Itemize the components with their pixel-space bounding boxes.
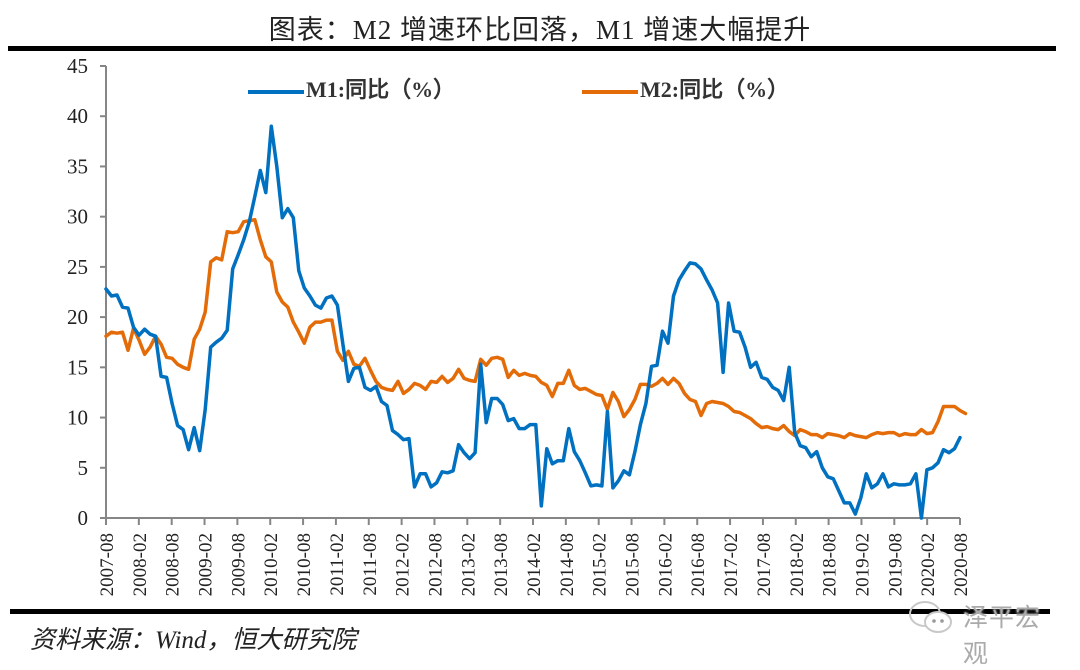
y-tick-label: 35 [67, 154, 88, 178]
legend-label-m2: M2:同比（%） [640, 77, 790, 102]
x-tick-label: 2018-08 [820, 533, 841, 596]
x-tick-label: 2017-08 [754, 533, 775, 596]
legend-item-m2: M2:同比（%） [582, 72, 789, 104]
x-tick-label: 2020-02 [918, 533, 939, 596]
top-rule [8, 46, 1056, 51]
wechat-icon [909, 601, 952, 633]
x-tick-label: 2012-02 [393, 533, 414, 596]
legend-swatch-m2 [582, 89, 638, 94]
y-tick-label: 10 [67, 406, 88, 430]
y-tick-labels: 0 5 10 15 20 25 30 35 40 45 [67, 54, 88, 530]
chart-title: 图表：M2 增速环比回落，M1 增速大幅提升 [268, 15, 812, 45]
legend-swatch-m1 [248, 89, 304, 94]
x-tick-labels: 2007-08 2008-02 2008-08 2009-02 2009-08 2010-… [97, 533, 972, 596]
x-tick-label: 2013-08 [491, 533, 512, 596]
y-tick-label: 15 [67, 355, 88, 379]
y-tick-label: 5 [78, 456, 89, 480]
x-tick-label: 2010-02 [261, 533, 282, 596]
axes [100, 65, 961, 525]
x-tick-label: 2018-02 [787, 533, 808, 596]
y-tick-label: 45 [67, 54, 88, 78]
x-tick-label: 2011-08 [360, 533, 381, 596]
x-tick-label: 2014-08 [557, 533, 578, 596]
legend-item-m1: M1:同比（%） [248, 72, 455, 104]
series-line-m1 [104, 124, 962, 520]
y-tick-label: 30 [67, 205, 88, 229]
y-tick-label: 20 [67, 305, 88, 329]
source-note: 资料来源：Wind，恒大研究院 [30, 627, 357, 654]
series-lines [104, 124, 968, 520]
watermark: 泽平宏观 [905, 598, 1055, 668]
x-tick-label: 2007-08 [97, 533, 118, 596]
watermark-text: 泽平宏观 [963, 603, 1042, 668]
x-tick-label: 2020-08 [951, 533, 972, 596]
x-tick-label: 2009-02 [196, 533, 217, 596]
x-tick-label: 2012-08 [425, 533, 446, 596]
x-tick-label: 2015-02 [590, 533, 611, 596]
x-tick-label: 2019-02 [852, 533, 873, 596]
x-tick-label: 2008-02 [130, 533, 151, 596]
x-tick-label: 2013-02 [458, 533, 479, 596]
y-tick-label: 0 [78, 506, 89, 530]
x-tick-label: 2014-02 [524, 533, 545, 596]
legend-label-m1: M1:同比（%） [306, 77, 456, 102]
x-tick-label: 2016-02 [655, 533, 676, 596]
x-tick-label: 2010-08 [294, 533, 315, 596]
x-tick-label: 2015-08 [623, 533, 644, 596]
y-tick-label: 25 [67, 255, 88, 279]
x-tick-label: 2017-02 [721, 533, 742, 596]
x-tick-label: 2008-08 [163, 533, 184, 596]
series-line-m2 [104, 217, 968, 440]
y-tick-label: 40 [67, 104, 88, 128]
x-tick-label: 2009-08 [228, 533, 249, 596]
x-tick-label: 2011-02 [327, 533, 348, 596]
bottom-rule [10, 609, 1050, 614]
x-tick-label: 2019-08 [885, 533, 906, 596]
x-tick-label: 2016-08 [688, 533, 709, 596]
